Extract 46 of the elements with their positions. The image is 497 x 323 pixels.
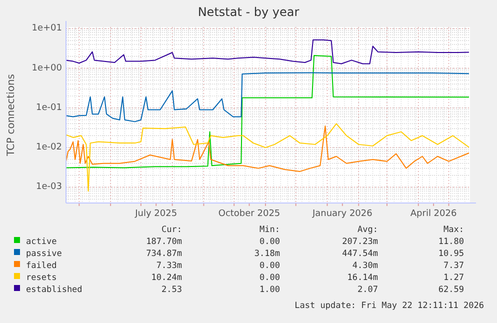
text: 447.54m [342,249,378,259]
text: 0.00 [260,261,280,271]
line-series [66,55,470,168]
text: Avg: [358,225,378,235]
y-tick-label: 1e-01 [36,102,62,113]
text: 3.18m [254,249,280,259]
text: 10.24m [151,273,182,283]
y-tick-label: 1e+01 [32,24,62,34]
text: 2.53 [162,285,182,295]
text: 16.14m [347,273,378,283]
text: 207.23m [342,237,378,247]
y-tick-label: 1e+00 [32,63,62,74]
text: 11.80 [438,237,464,247]
line-series [66,123,470,192]
text: 1.27 [444,273,464,283]
chart-title: Netstat - by year [198,5,300,19]
legend-label: established [26,285,82,295]
y-tick-label: 1e-03 [36,182,62,192]
text: 10.95 [438,249,464,259]
text: Max: [444,225,464,235]
line-series [66,39,470,64]
legend-label: active [26,237,57,247]
legend-label: resets [26,273,57,283]
text: 2.07 [358,285,378,295]
line-series [66,72,470,122]
x-tick-label: October 2025 [218,209,280,219]
text: 62.59 [438,285,464,295]
text: 187.70m [146,237,182,247]
text: 0.00 [260,273,280,283]
text: 7.37 [444,261,464,271]
legend-label: failed [26,261,57,271]
text: 0.00 [260,237,280,247]
text: 1.00 [260,285,280,295]
text: 7.33m [156,261,182,271]
text: Last update: Fri May 22 12:11:11 2026 [294,301,484,311]
x-tick-label: April 2026 [410,209,457,219]
y-axis-title: TCP connections [6,74,17,158]
x-tick-label: July 2025 [134,209,178,219]
x-tick-label: January 2026 [311,209,373,219]
text: 4.30m [352,261,378,271]
legend-label: passive [26,249,62,259]
text: Min: [260,225,280,235]
line-series [66,126,470,172]
text: Cur: [162,225,182,235]
y-tick-label: 1e-02 [36,142,62,153]
text: 734.87m [146,249,182,259]
